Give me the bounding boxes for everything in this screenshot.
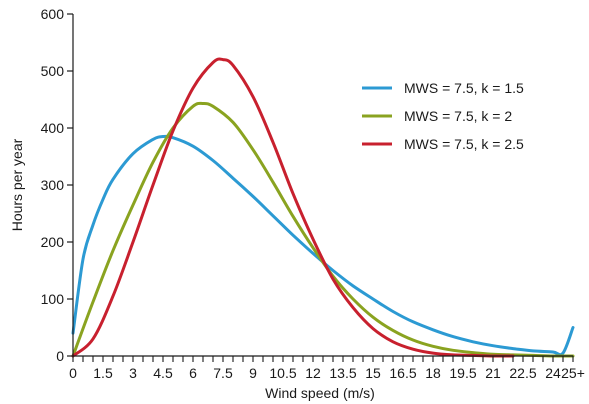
series-line-k-2 <box>71 101 575 358</box>
x-tick-label: 15 <box>365 365 381 381</box>
y-tick-label: 0 <box>56 348 64 364</box>
y-ticks: 0 100 200 300 400 500 600 <box>41 6 73 364</box>
x-tick-label: 24 <box>545 365 561 381</box>
x-tick-label: 0 <box>69 365 77 381</box>
x-ticks: 0 1.5 3 4.5 6 7.5 9 10.5 12 13.5 15 16.5 18 19.5 21 22.… <box>69 356 585 381</box>
legend: MWS = 7.5, k = 1.5 MWS = 7.5, k = 2 MWS = … <box>362 80 524 152</box>
series-line-k-2-5 <box>71 57 515 358</box>
x-tick-label: 3 <box>129 365 137 381</box>
legend-label: MWS = 7.5, k = 2.5 <box>404 136 524 152</box>
x-tick-label: 25+ <box>561 365 585 381</box>
x-tick-label: 7.5 <box>213 365 233 381</box>
x-tick-label: 6 <box>189 365 197 381</box>
x-tick-label: 16.5 <box>389 365 416 381</box>
x-axis-title: Wind speed (m/s) <box>265 385 375 401</box>
x-tick-label: 9 <box>249 365 257 381</box>
y-axis-title: Hours per year <box>9 138 25 231</box>
axes-layer <box>72 14 573 357</box>
y-tick-label: 400 <box>41 120 65 136</box>
x-tick-label: 18 <box>425 365 441 381</box>
x-tick-label: 1.5 <box>93 365 113 381</box>
y-tick-label: 500 <box>41 63 65 79</box>
legend-label: MWS = 7.5, k = 1.5 <box>404 80 524 96</box>
x-tick-label: 12 <box>305 365 321 381</box>
series-layer <box>71 57 575 358</box>
series-line-k-1-5 <box>71 134 575 357</box>
x-tick-label: 21 <box>485 365 501 381</box>
y-tick-label: 600 <box>41 6 65 22</box>
legend-label: MWS = 7.5, k = 2 <box>404 108 512 124</box>
y-tick-label: 200 <box>41 234 65 250</box>
x-tick-label: 13.5 <box>329 365 356 381</box>
x-tick-label: 22.5 <box>509 365 536 381</box>
y-tick-label: 300 <box>41 177 65 193</box>
x-tick-label: 19.5 <box>449 365 476 381</box>
y-tick-label: 100 <box>41 291 65 307</box>
x-tick-label: 4.5 <box>153 365 173 381</box>
x-tick-label: 10.5 <box>269 365 296 381</box>
